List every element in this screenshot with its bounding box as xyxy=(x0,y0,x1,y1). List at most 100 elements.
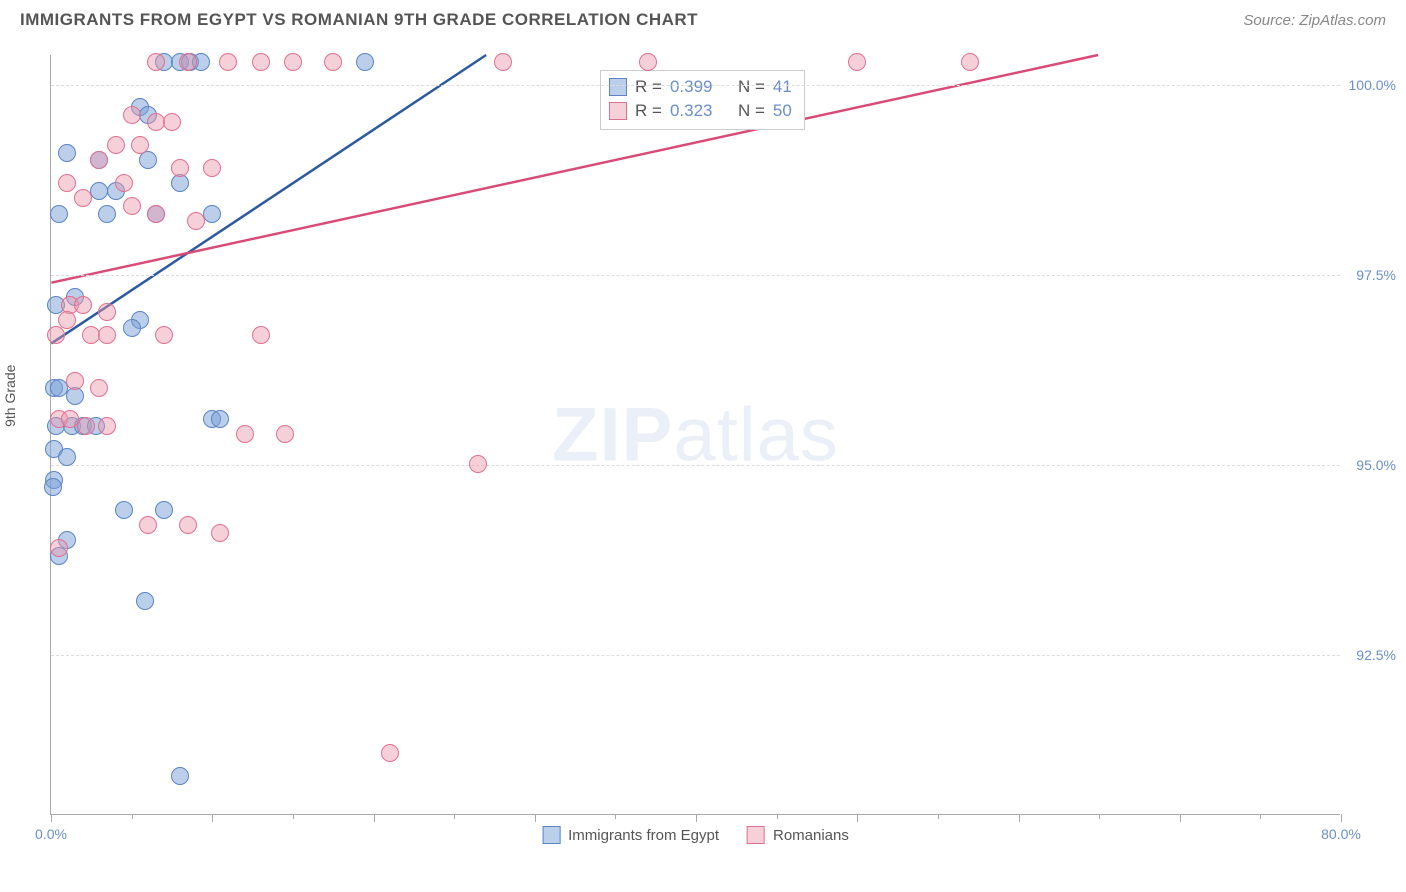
scatter-point xyxy=(961,53,979,71)
scatter-point xyxy=(324,53,342,71)
scatter-point xyxy=(211,410,229,428)
scatter-point xyxy=(123,197,141,215)
scatter-point xyxy=(98,303,116,321)
legend-bottom: Immigrants from Egypt Romanians xyxy=(542,826,849,844)
gridline xyxy=(51,655,1340,656)
scatter-point xyxy=(211,524,229,542)
scatter-point xyxy=(187,212,205,230)
scatter-point xyxy=(58,174,76,192)
scatter-point xyxy=(58,144,76,162)
scatter-point xyxy=(58,448,76,466)
scatter-point xyxy=(179,516,197,534)
scatter-point xyxy=(163,113,181,131)
y-tick-label: 100.0% xyxy=(1346,77,1396,93)
scatter-point xyxy=(98,326,116,344)
scatter-point xyxy=(47,326,65,344)
scatter-point xyxy=(131,136,149,154)
x-tick-major xyxy=(535,814,536,822)
x-tick-major xyxy=(1180,814,1181,822)
scatter-point xyxy=(179,53,197,71)
x-tick-major xyxy=(1341,814,1342,822)
x-tick-major xyxy=(857,814,858,822)
source-text: Source: ZipAtlas.com xyxy=(1243,12,1386,29)
scatter-point xyxy=(44,478,62,496)
scatter-point xyxy=(90,379,108,397)
scatter-point xyxy=(107,136,125,154)
scatter-point xyxy=(381,744,399,762)
y-axis-label: 9th Grade xyxy=(2,365,18,427)
legend-label: Romanians xyxy=(773,827,849,844)
scatter-point xyxy=(155,501,173,519)
scatter-point xyxy=(284,53,302,71)
scatter-point xyxy=(74,296,92,314)
x-tick-minor xyxy=(777,814,778,819)
legend-stat-row: R =0.399 N =41 xyxy=(609,75,792,99)
y-tick-label: 97.5% xyxy=(1346,267,1396,283)
legend-item: Romanians xyxy=(747,826,849,844)
scatter-point xyxy=(58,311,76,329)
scatter-point xyxy=(171,767,189,785)
x-tick-major xyxy=(374,814,375,822)
x-tick-major xyxy=(696,814,697,822)
x-tick-label: 80.0% xyxy=(1321,826,1361,842)
y-tick-label: 95.0% xyxy=(1346,457,1396,473)
scatter-point xyxy=(123,319,141,337)
x-tick-minor xyxy=(1260,814,1261,819)
scatter-point xyxy=(252,326,270,344)
chart-container: 9th Grade ZIPatlas R =0.399 N =41R =0.32… xyxy=(20,40,1386,860)
scatter-point xyxy=(115,174,133,192)
scatter-point xyxy=(77,417,95,435)
x-tick-major xyxy=(212,814,213,822)
scatter-point xyxy=(639,53,657,71)
legend-swatch xyxy=(542,826,560,844)
scatter-point xyxy=(66,372,84,390)
scatter-point xyxy=(123,106,141,124)
scatter-point xyxy=(98,205,116,223)
legend-swatch xyxy=(609,102,627,120)
scatter-point xyxy=(171,159,189,177)
scatter-point xyxy=(155,326,173,344)
gridline xyxy=(51,275,1340,276)
scatter-point xyxy=(139,151,157,169)
scatter-point xyxy=(147,53,165,71)
gridline xyxy=(51,85,1340,86)
legend-stat-row: R =0.323 N =50 xyxy=(609,99,792,123)
x-tick-major xyxy=(51,814,52,822)
scatter-point xyxy=(98,417,116,435)
scatter-point xyxy=(90,151,108,169)
scatter-point xyxy=(236,425,254,443)
x-tick-minor xyxy=(615,814,616,819)
scatter-point xyxy=(115,501,133,519)
scatter-point xyxy=(203,205,221,223)
legend-stats-box: R =0.399 N =41R =0.323 N =50 xyxy=(600,70,805,130)
scatter-point xyxy=(136,592,154,610)
scatter-point xyxy=(494,53,512,71)
scatter-point xyxy=(139,516,157,534)
x-tick-minor xyxy=(132,814,133,819)
scatter-point xyxy=(203,159,221,177)
legend-swatch xyxy=(747,826,765,844)
x-tick-minor xyxy=(1099,814,1100,819)
x-tick-major xyxy=(1019,814,1020,822)
chart-title: IMMIGRANTS FROM EGYPT VS ROMANIAN 9TH GR… xyxy=(20,10,698,30)
scatter-point xyxy=(147,205,165,223)
legend-item: Immigrants from Egypt xyxy=(542,826,719,844)
x-tick-minor xyxy=(938,814,939,819)
scatter-point xyxy=(276,425,294,443)
scatter-point xyxy=(219,53,237,71)
y-tick-label: 92.5% xyxy=(1346,647,1396,663)
scatter-point xyxy=(74,189,92,207)
legend-swatch xyxy=(609,78,627,96)
x-tick-label: 0.0% xyxy=(35,826,67,842)
scatter-point xyxy=(848,53,866,71)
scatter-point xyxy=(356,53,374,71)
scatter-point xyxy=(469,455,487,473)
plot-area: ZIPatlas R =0.399 N =41R =0.323 N =50 Im… xyxy=(50,55,1340,815)
scatter-point xyxy=(50,205,68,223)
x-tick-minor xyxy=(454,814,455,819)
scatter-point xyxy=(50,539,68,557)
scatter-point xyxy=(252,53,270,71)
x-tick-minor xyxy=(293,814,294,819)
gridline xyxy=(51,465,1340,466)
legend-label: Immigrants from Egypt xyxy=(568,827,719,844)
